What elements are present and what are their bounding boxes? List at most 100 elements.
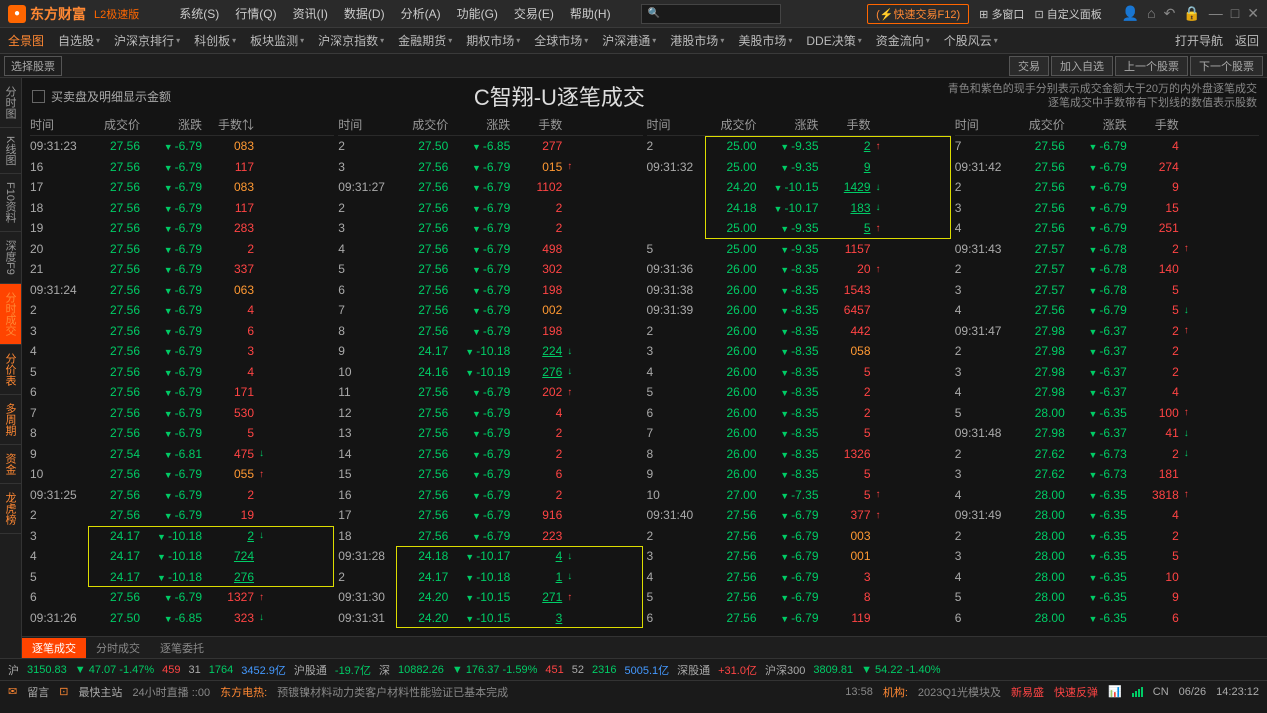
data-row: 09:31:2327.56▼-6.79083 — [30, 136, 334, 157]
action-button[interactable]: 下一个股票 — [1190, 56, 1263, 76]
left-tab[interactable]: 分价表 — [0, 345, 21, 395]
data-row: 09:31:2527.56▼-6.792 — [30, 485, 334, 506]
menu-item[interactable]: 帮助(H) — [570, 5, 611, 22]
data-row: 427.56▼-6.79251 — [955, 218, 1259, 239]
action-button[interactable]: 上一个股票 — [1115, 56, 1188, 76]
nav-item[interactable]: 全景图 — [8, 32, 44, 49]
host-label[interactable]: 最快主站 — [78, 684, 122, 700]
search-icon: 🔍 — [648, 8, 660, 19]
action-button[interactable]: 交易 — [1009, 56, 1049, 76]
data-row: 09:31:3124.20▼-10.153 — [338, 608, 642, 629]
menu-item[interactable]: 分析(A) — [401, 5, 441, 22]
nav-item[interactable]: 个股风云 ▾ — [944, 32, 998, 49]
nav-item[interactable]: 期权市场 ▾ — [466, 32, 520, 49]
lock-icon[interactable]: 🔒 — [1183, 5, 1200, 22]
data-row: 327.56▼-6.7915 — [955, 198, 1259, 219]
data-row: 727.56▼-6.79002 — [338, 300, 642, 321]
minimize-button[interactable]: — — [1209, 5, 1223, 22]
column-header: 时间成交价涨跌手数 — [647, 114, 951, 136]
message-label[interactable]: 留言 — [27, 684, 49, 700]
close-button[interactable]: ✕ — [1247, 5, 1259, 22]
bottom-tab[interactable]: 逐笔成交 — [22, 638, 86, 658]
status-bar: 沪3150.83▼ 47.07 -1.47%4593117643452.9亿沪股… — [0, 658, 1267, 680]
data-column: 时间成交价涨跌手数⇅09:31:2327.56▼-6.790831627.56▼… — [28, 114, 336, 636]
ticker-time: 13:58 — [845, 686, 873, 698]
main-content: 分时图K线图F10资料深度F9分时成交分价表多周期资金龙虎榜 买卖盘及明细显示金… — [0, 78, 1267, 658]
data-row: 2127.56▼-6.79337 — [30, 259, 334, 280]
page-title: C智翔-U逐笔成交 — [171, 80, 948, 112]
data-row: 926.00▼-8.355 — [647, 464, 951, 485]
logo: ● 东方财富 L2极速版 — [8, 4, 139, 24]
home-icon[interactable]: ⌂ — [1147, 5, 1155, 22]
multi-window-button[interactable]: ⊞ 多窗口 — [979, 6, 1024, 22]
data-row: 1027.00▼-7.355↑ — [647, 485, 951, 506]
nav-item[interactable]: 沪深京指数 ▾ — [318, 32, 384, 49]
bottom-tab[interactable]: 分时成交 — [86, 638, 150, 658]
title-notes: 青色和紫色的现手分别表示成交金额大于20万的内外盘逐笔成交 逐笔成交中手数带有下… — [948, 82, 1257, 111]
left-tab[interactable]: 资金 — [0, 445, 21, 484]
left-tab[interactable]: 多周期 — [0, 395, 21, 445]
menu-item[interactable]: 数据(D) — [344, 5, 385, 22]
ticker-bar: ✉ 留言 ⊡ 最快主站 24小时直播 ::00 东方电热: 预镀镍材料动力类客户… — [0, 680, 1267, 702]
data-row: 327.57▼-6.785 — [955, 280, 1259, 301]
nav-item[interactable]: 美股市场 ▾ — [738, 32, 792, 49]
quick-trade-button[interactable]: (⚡快速交易F12) — [867, 4, 969, 24]
nav-item[interactable]: 自选股 ▾ — [58, 32, 100, 49]
data-row: 627.56▼-6.791327↑ — [30, 587, 334, 608]
menu-item[interactable]: 系统(S) — [179, 5, 219, 22]
data-row: 627.56▼-6.79198 — [338, 280, 642, 301]
action-button[interactable]: 加入自选 — [1051, 56, 1113, 76]
menu-item[interactable]: 功能(G) — [457, 5, 498, 22]
maximize-button[interactable]: □ — [1231, 5, 1239, 22]
menu-item[interactable]: 资讯(I) — [293, 5, 328, 22]
status-item: 1764 — [209, 664, 233, 676]
nav-item[interactable]: 金融期货 ▾ — [398, 32, 452, 49]
data-row: 226.00▼-8.35442 — [647, 321, 951, 342]
data-row: 1127.56▼-6.79202↑ — [338, 382, 642, 403]
chart-icon[interactable]: 📊 — [1108, 685, 1122, 698]
left-tab[interactable]: 深度F9 — [0, 232, 21, 284]
search-box[interactable]: 🔍 — [641, 4, 781, 24]
left-tab[interactable]: F10资料 — [0, 174, 21, 232]
data-row: 1727.56▼-6.79083 — [30, 177, 334, 198]
data-row: 227.57▼-6.78140 — [955, 259, 1259, 280]
menu-item[interactable]: 行情(Q) — [235, 5, 276, 22]
nav-item[interactable]: 沪深港通 ▾ — [602, 32, 656, 49]
user-icon[interactable]: 👤 — [1122, 5, 1139, 22]
show-amount-checkbox[interactable] — [32, 90, 45, 103]
data-row: 224.17▼-10.181↓ — [338, 567, 642, 588]
nav-item[interactable]: 港股市场 ▾ — [670, 32, 724, 49]
open-nav-button[interactable]: 打开导航 — [1175, 32, 1223, 49]
custom-panel-button[interactable]: ⊡ 自定义面板 — [1034, 6, 1101, 22]
data-row: 428.00▼-6.353818↑ — [955, 485, 1259, 506]
left-tab[interactable]: K线图 — [0, 128, 21, 174]
left-tab[interactable]: 分时图 — [0, 78, 21, 128]
left-tab[interactable]: 龙虎榜 — [0, 484, 21, 534]
highlight-box: 324.17▼-10.182↓424.17▼-10.18724524.17▼-1… — [30, 526, 334, 588]
left-tab[interactable]: 分时成交 — [0, 284, 21, 345]
nav-item[interactable]: DDE决策 ▾ — [806, 32, 861, 49]
nav-item[interactable]: 科创板 ▾ — [194, 32, 236, 49]
data-row: 09:31:3225.00▼-9.359 — [647, 157, 951, 178]
data-row: 328.00▼-6.355 — [955, 546, 1259, 567]
bottom-tab[interactable]: 逐笔委托 — [150, 638, 214, 658]
data-row: 527.56▼-6.798 — [647, 587, 951, 608]
nav-item[interactable]: 全球市场 ▾ — [534, 32, 588, 49]
data-row: 528.00▼-6.35100↑ — [955, 403, 1259, 424]
nav-item[interactable]: 沪深京排行 ▾ — [114, 32, 180, 49]
status-item: 3452.9亿 — [241, 662, 286, 678]
data-row: 327.56▼-6.792 — [338, 218, 642, 239]
back-button[interactable]: 返回 — [1235, 32, 1259, 49]
nav-item[interactable]: 资金流向 ▾ — [876, 32, 930, 49]
back-icon[interactable]: ↶ — [1164, 5, 1176, 22]
nav-item[interactable]: 板块监测 ▾ — [250, 32, 304, 49]
menu-item[interactable]: 交易(E) — [514, 5, 554, 22]
message-icon[interactable]: ✉ — [8, 685, 17, 698]
data-row: 09:31:4928.00▼-6.354 — [955, 505, 1259, 526]
host-icon[interactable]: ⊡ — [59, 685, 68, 698]
data-row: 1527.56▼-6.796 — [338, 464, 642, 485]
select-stock-button[interactable]: 选择股票 — [4, 56, 62, 76]
data-row: 09:31:2727.56▼-6.791102 — [338, 177, 642, 198]
status-item: +31.0亿 — [718, 662, 757, 678]
data-row: 527.56▼-6.794 — [30, 362, 334, 383]
